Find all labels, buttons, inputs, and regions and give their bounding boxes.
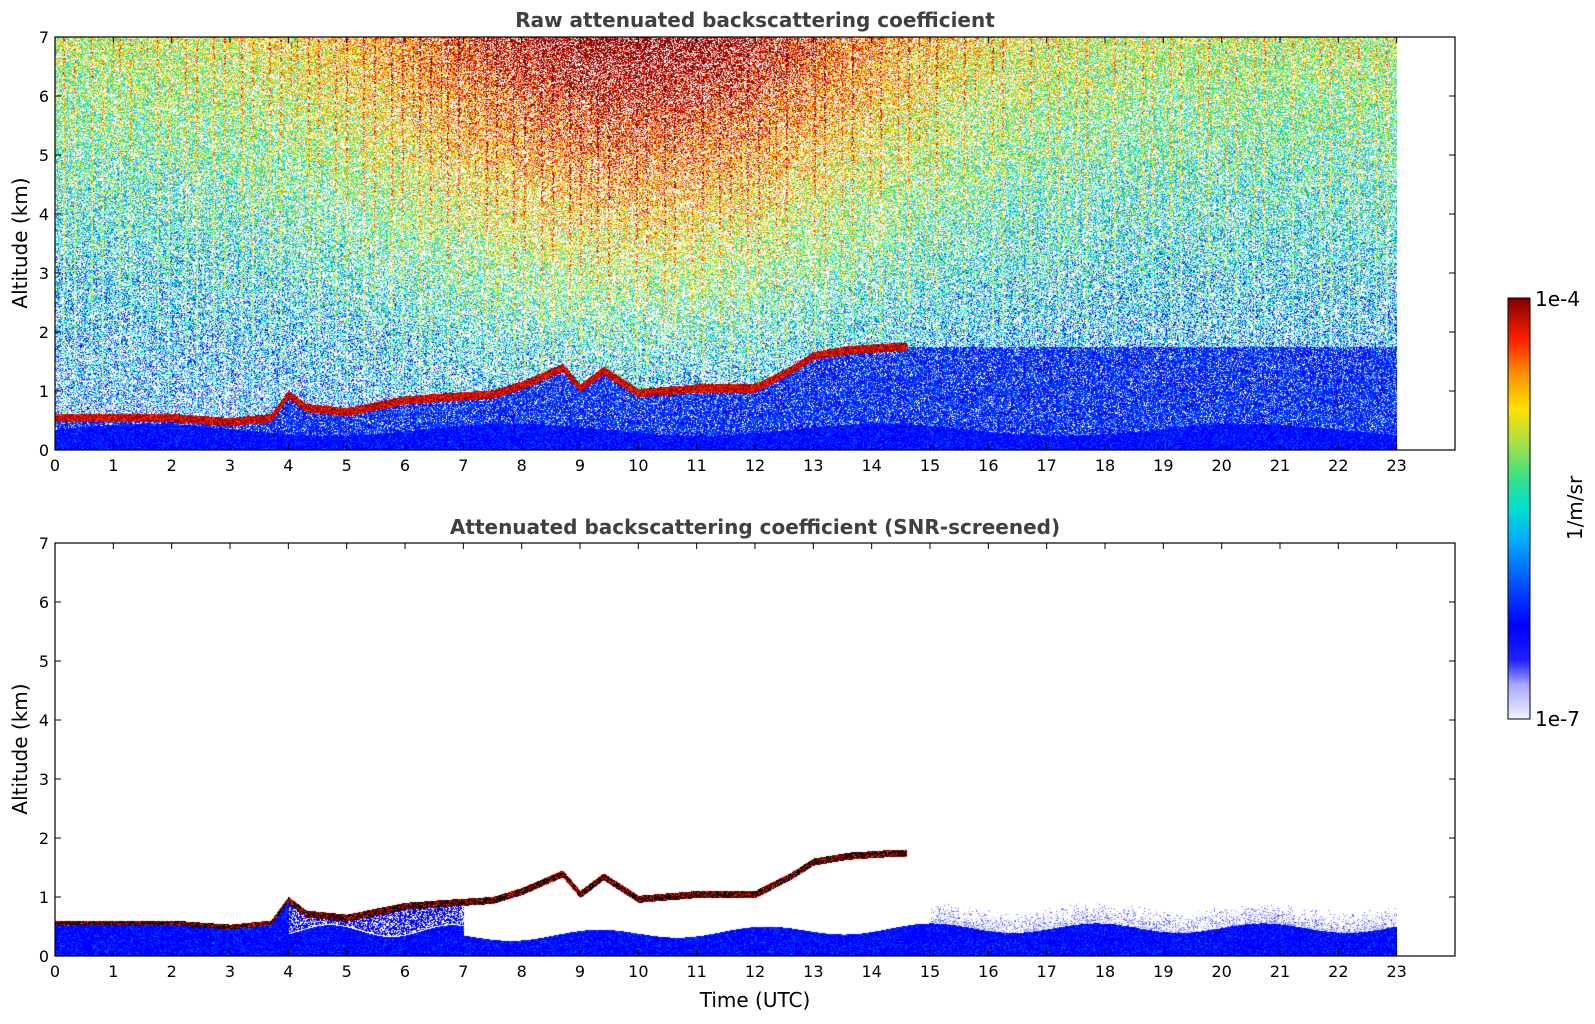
x-tick-label: 11 [686, 962, 706, 981]
x-tick-label: 3 [225, 962, 235, 981]
y-tick-label: 5 [39, 652, 49, 671]
x-tick-label: 22 [1328, 456, 1348, 475]
x-tick-label: 0 [50, 456, 60, 475]
y-axis-label-2: Altitude (km) [8, 683, 32, 814]
x-tick-label: 14 [861, 456, 881, 475]
x-tick-label: 14 [861, 962, 881, 981]
x-tick-label: 22 [1328, 962, 1348, 981]
heatmap-raw-image [55, 37, 1397, 450]
x-tick-label: 21 [1270, 456, 1290, 475]
x-tick-label: 2 [167, 962, 177, 981]
y-tick-label: 6 [39, 593, 49, 612]
x-tick-label: 17 [1036, 962, 1056, 981]
colorbar-unit-label: 1/m/sr [1563, 475, 1587, 540]
x-tick-label: 10 [628, 456, 648, 475]
x-tick-label: 0 [50, 962, 60, 981]
y-tick-label: 5 [39, 146, 49, 165]
x-tick-label: 16 [978, 962, 998, 981]
x-tick-label: 6 [400, 962, 410, 981]
x-tick-label: 1 [108, 456, 118, 475]
x-tick-label: 8 [517, 456, 527, 475]
x-tick-label: 6 [400, 456, 410, 475]
x-tick-label: 19 [1153, 962, 1173, 981]
y-tick-label: 0 [39, 947, 49, 966]
panel-raw: Raw attenuated backscattering coefficien… [8, 8, 1456, 475]
x-tick-label: 20 [1211, 962, 1231, 981]
x-tick-label: 9 [575, 962, 585, 981]
y-tick-label: 1 [39, 382, 49, 401]
heatmap-screened-image [55, 543, 1397, 956]
x-tick-label: 4 [283, 962, 293, 981]
y-tick-label: 2 [39, 829, 49, 848]
y-tick-label: 3 [39, 770, 49, 789]
x-tick-label: 18 [1095, 962, 1115, 981]
y-tick-label: 3 [39, 264, 49, 283]
heatmap-screened [55, 543, 1397, 956]
x-tick-label: 4 [283, 456, 293, 475]
x-tick-label: 23 [1386, 962, 1406, 981]
x-tick-label: 19 [1153, 456, 1173, 475]
y-axis-label-1: Altitude (km) [8, 177, 32, 308]
x-tick-label: 17 [1036, 456, 1056, 475]
x-tick-label: 13 [803, 962, 823, 981]
colorbar-max-label: 1e-4 [1535, 287, 1580, 311]
panel-screened: Attenuated backscattering coefficient (S… [8, 515, 1456, 1012]
x-tick-label: 23 [1386, 456, 1406, 475]
panel-1-title: Raw attenuated backscattering coefficien… [515, 8, 995, 32]
x-tick-label: 20 [1211, 456, 1231, 475]
x-axis-label: Time (UTC) [699, 988, 811, 1012]
colorbar-gradient [1507, 297, 1531, 720]
y-tick-label: 7 [39, 534, 49, 553]
x-tick-label: 1 [108, 962, 118, 981]
x-tick-label: 9 [575, 456, 585, 475]
x-tick-label: 7 [458, 456, 468, 475]
ticks-1: 0 1 2 3 4 5 6 7 8 9 10 11 12 13 14 15 16 17 18 19 20 21 22 2301… [39, 28, 1455, 475]
colorbar-min-label: 1e-7 [1535, 707, 1580, 731]
x-tick-label: 15 [920, 962, 940, 981]
y-tick-label: 1 [39, 888, 49, 907]
y-tick-label: 6 [39, 87, 49, 106]
y-tick-label: 7 [39, 28, 49, 47]
x-tick-label: 2 [167, 456, 177, 475]
panel-2-title: Attenuated backscattering coefficient (S… [450, 515, 1060, 539]
heatmap-raw [55, 37, 1397, 450]
x-tick-label: 12 [745, 962, 765, 981]
colorbar: 1e-4 1e-7 1/m/sr [1507, 287, 1587, 731]
x-tick-label: 5 [342, 456, 352, 475]
x-tick-label: 11 [686, 456, 706, 475]
x-tick-label: 13 [803, 456, 823, 475]
ticks-2: 0 1 2 3 4 5 6 7 8 9 10 11 12 13 14 15 16 17 18 19 20 21 22 2301… [39, 534, 1455, 981]
x-tick-label: 21 [1270, 962, 1290, 981]
x-tick-label: 16 [978, 456, 998, 475]
y-tick-label: 4 [39, 205, 49, 224]
y-tick-label: 2 [39, 323, 49, 342]
x-tick-label: 8 [517, 962, 527, 981]
x-tick-label: 18 [1095, 456, 1115, 475]
x-tick-label: 15 [920, 456, 940, 475]
y-tick-label: 4 [39, 711, 49, 730]
x-tick-label: 5 [342, 962, 352, 981]
x-tick-label: 10 [628, 962, 648, 981]
y-tick-label: 0 [39, 441, 49, 460]
x-tick-label: 12 [745, 456, 765, 475]
x-tick-label: 3 [225, 456, 235, 475]
x-tick-label: 7 [458, 962, 468, 981]
